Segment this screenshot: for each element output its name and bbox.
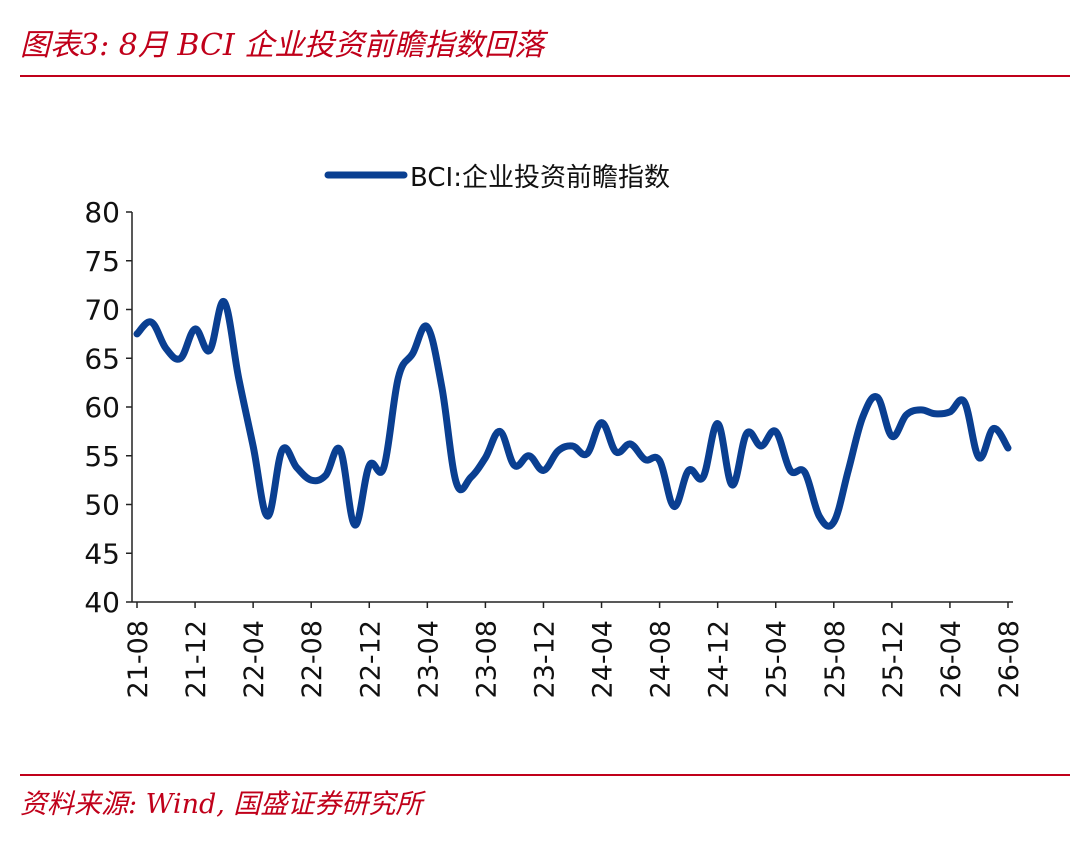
x-tick-label: 23-12 [529, 620, 560, 698]
x-tick-label: 23-04 [413, 620, 444, 698]
legend-label: BCI:企业投资前瞻指数 [410, 163, 670, 193]
x-tick-label: 22-12 [355, 620, 386, 698]
source-divider [20, 774, 1070, 776]
y-tick-label: 80 [84, 196, 120, 229]
x-tick-label: 23-08 [471, 620, 502, 698]
x-tick-label: 25-04 [762, 620, 793, 698]
y-axis-ticks: 40 45 50 55 60 65 70 75 80 [84, 196, 132, 619]
x-tick-label: 21-08 [123, 620, 154, 698]
y-tick-label: 75 [84, 245, 120, 278]
x-tick-label: 25-12 [878, 620, 909, 698]
x-tick-label: 21-12 [181, 620, 212, 698]
x-tick-label: 24-04 [588, 620, 619, 698]
source-note: 资料来源: Wind, 国盛证券研究所 [20, 789, 423, 820]
y-tick-label: 70 [84, 294, 120, 327]
y-tick-label: 40 [84, 586, 120, 619]
x-tick-label: 24-12 [704, 620, 735, 698]
y-tick-label: 65 [84, 342, 120, 375]
figure-title: 图表3: 8月 BCI 企业投资前瞻指数回落 [20, 28, 545, 63]
legend: BCI:企业投资前瞻指数 [324, 163, 670, 193]
x-tick-label: 22-04 [239, 620, 270, 698]
x-axis-ticks: 21-08 21-12 22-04 22-08 22-12 23-04 23-08 23-12… [123, 602, 1025, 698]
x-tick-label: 26-04 [936, 620, 967, 698]
y-tick-label: 55 [84, 440, 120, 473]
x-tick-label: 26-08 [994, 620, 1025, 698]
series-line-bci [133, 298, 1012, 530]
y-tick-label: 50 [84, 489, 120, 522]
x-tick-label: 22-08 [297, 620, 328, 698]
x-tick-label: 24-08 [646, 620, 677, 698]
y-tick-label: 45 [84, 537, 120, 570]
x-tick-label: 25-08 [820, 620, 851, 698]
y-tick-label: 60 [84, 391, 120, 424]
title-divider [20, 75, 1070, 77]
